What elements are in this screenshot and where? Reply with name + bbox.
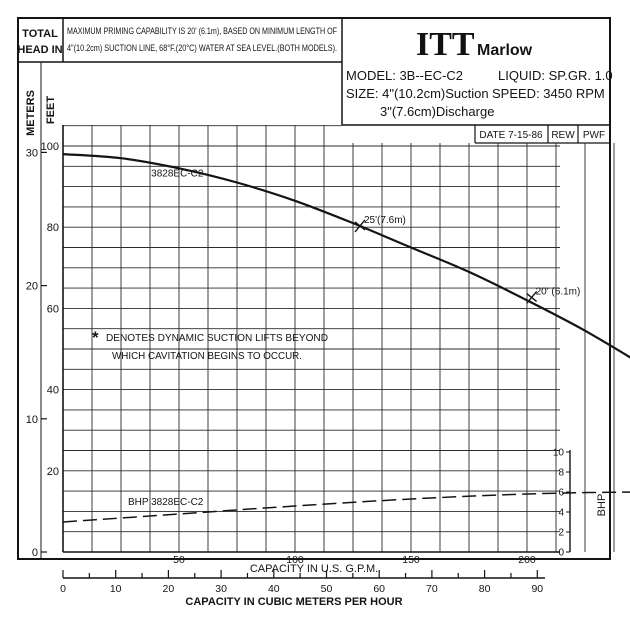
grid: [63, 125, 615, 552]
bhp-tick-label: 10: [553, 448, 565, 459]
note-line-2: WHICH CAVITATION BEGINS TO OCCUR.: [112, 351, 302, 362]
m3h-tick-label: 80: [479, 583, 491, 595]
total-head-label-2: HEAD IN: [17, 44, 62, 56]
brand-logo: ITT: [416, 26, 475, 63]
pwf-label: PWF: [583, 130, 605, 141]
total-head-label-1: TOTAL: [22, 28, 58, 40]
meters-tick-label: 0: [32, 547, 38, 559]
rev-label: REW: [551, 130, 575, 141]
meters-axis-title: METERS: [25, 90, 37, 136]
bhp-axis-title: BHP: [596, 494, 608, 517]
header: TOTAL HEAD IN MAXIMUM PRIMING CAPABILITY…: [17, 26, 337, 136]
note-star: *: [92, 328, 99, 347]
curves: 3828EC-C2 BHP 3828EC-C2: [62, 153, 630, 523]
size-discharge-label: 3"(7.6cm)Discharge: [380, 104, 494, 119]
m3h-tick-label: 90: [531, 583, 543, 595]
bhp-curve: [62, 491, 630, 523]
m3h-tick-label: 0: [60, 583, 66, 595]
bhp-tick-label: 0: [558, 548, 564, 559]
bhp-tick-label: 4: [558, 508, 564, 519]
liquid-label: LIQUID: SP.GR. 1.0: [498, 68, 613, 83]
gpm-axis-title: CAPACITY IN U.S. G.P.M.: [250, 563, 378, 575]
bhp-tick-label: 8: [558, 468, 564, 479]
cavitation-note: * DENOTES DYNAMIC SUCTION LIFTS BEYOND W…: [92, 328, 328, 362]
axis-lines: [62, 125, 571, 579]
feet-tick-label: 40: [47, 385, 59, 397]
bhp-tick-label: 2: [558, 528, 564, 539]
head-curve-label: 3828EC-C2: [151, 168, 204, 179]
size-suction-label: SIZE: 4"(10.2cm)Suction: [346, 86, 489, 101]
date-label: DATE 7-15-86: [479, 130, 543, 141]
feet-tick-label: 60: [47, 303, 59, 315]
priming-note-line-1: MAXIMUM PRIMING CAPABILITY IS 20' (6.1m)…: [67, 26, 337, 36]
suction-lift-markers: 25'(7.6m)20' (6.1m)15'(4.6m)10'-5'(3.0m-…: [354, 215, 581, 304]
m3h-tick-label: 40: [268, 583, 280, 595]
note-line-1: DENOTES DYNAMIC SUCTION LIFTS BEYOND: [106, 333, 328, 344]
head-capacity-curve: [62, 153, 630, 359]
feet-tick-label: 20: [47, 466, 59, 478]
gpm-tick-label: 150: [402, 554, 420, 566]
bhp-curve-label: BHP 3828EC-C2: [128, 497, 204, 508]
m3h-axis-title: CAPACITY IN CUBIC METERS PER HOUR: [185, 596, 402, 608]
feet-tick-label: 100: [41, 141, 59, 153]
axis-ticks: 5010015020025030035040001020304050607080…: [26, 141, 570, 595]
meters-tick-label: 20: [26, 281, 38, 293]
gpm-tick-label: 200: [518, 554, 536, 566]
m3h-tick-label: 50: [321, 583, 333, 595]
suction-lift-tick: [354, 221, 366, 231]
m3h-tick-label: 30: [215, 583, 227, 595]
gpm-tick-label: 100: [286, 554, 304, 566]
outer-border: [17, 17, 611, 560]
priming-note-line-2: 4"(10.2cm) SUCTION LINE, 68°F.(20°C) WAT…: [67, 43, 337, 53]
speed-label: SPEED: 3450 RPM: [492, 86, 605, 101]
meters-tick-label: 10: [26, 414, 38, 426]
suction-lift-tick: [526, 292, 538, 302]
company-name: Marlow: [477, 42, 533, 59]
chart-frame: [17, 17, 611, 560]
suction-lift-label: 20' (6.1m): [536, 286, 581, 297]
m3h-tick-label: 70: [426, 583, 438, 595]
meters-tick-label: 30: [26, 147, 38, 159]
info-box: ITT Marlow MODEL: 3B--EC-C2 LIQUID: SP.G…: [346, 26, 613, 141]
m3h-tick-label: 60: [373, 583, 385, 595]
gpm-tick-label: 50: [173, 554, 185, 566]
feet-tick-label: 80: [47, 222, 59, 234]
suction-lift-label: 25'(7.6m): [364, 215, 406, 226]
m3h-tick-label: 10: [110, 583, 122, 595]
feet-axis-title: FEET: [45, 96, 57, 124]
model-label: MODEL: 3B--EC-C2: [346, 68, 463, 83]
bhp-tick-label: 6: [558, 488, 564, 499]
m3h-tick-label: 20: [163, 583, 175, 595]
